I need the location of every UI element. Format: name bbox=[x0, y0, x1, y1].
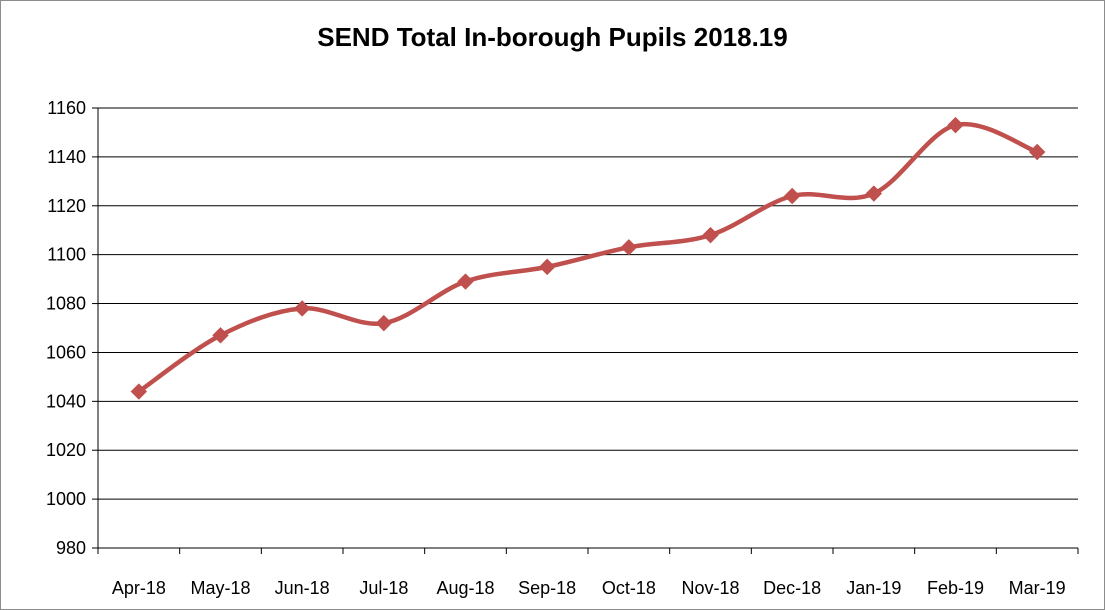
x-tick-label: May-18 bbox=[190, 578, 250, 598]
data-point-marker bbox=[783, 187, 801, 205]
gridlines bbox=[98, 107, 1078, 500]
x-tick-label: Mar-19 bbox=[1009, 578, 1066, 598]
x-axis-ticks: Apr-18 May-18 Jun-18 Jul-18 Aug-18 Sep-18 Oct-… bbox=[97, 548, 1079, 598]
y-tick-label: 1040 bbox=[46, 391, 86, 411]
y-tick-label: 1140 bbox=[47, 147, 86, 167]
x-tick-label: Jan-19 bbox=[846, 578, 901, 598]
y-tick-label: 1160 bbox=[47, 98, 86, 118]
y-tick-label: 1020 bbox=[46, 440, 86, 460]
data-point-marker bbox=[702, 226, 719, 244]
x-tick-label: Sep-18 bbox=[518, 578, 576, 598]
x-tick-label: Nov-18 bbox=[681, 578, 739, 598]
x-tick-label: Jul-18 bbox=[359, 578, 408, 598]
data-point-marker bbox=[212, 327, 229, 344]
data-point-marker bbox=[457, 273, 474, 290]
data-point-marker bbox=[1028, 143, 1046, 161]
x-tick-label: Jun-18 bbox=[275, 578, 330, 598]
x-tick-label: Aug-18 bbox=[436, 578, 494, 598]
x-tick-label: Feb-19 bbox=[927, 578, 984, 598]
data-point-marker bbox=[947, 116, 964, 134]
x-tick-label: Dec-18 bbox=[763, 578, 821, 598]
y-tick-label: 1000 bbox=[46, 489, 86, 509]
x-tick-label: Oct-18 bbox=[602, 578, 656, 598]
y-tick-label: 1080 bbox=[46, 294, 86, 314]
data-point-marker bbox=[620, 239, 638, 256]
y-tick-label: 1060 bbox=[46, 342, 86, 362]
data-point-marker bbox=[865, 185, 883, 202]
series-markers bbox=[130, 116, 1046, 400]
data-point-marker bbox=[130, 383, 148, 400]
y-tick-label: 1100 bbox=[47, 245, 86, 265]
data-point-marker bbox=[538, 258, 556, 276]
axes bbox=[97, 108, 1078, 549]
series-line bbox=[136, 121, 1040, 394]
y-tick-label: 980 bbox=[56, 538, 86, 558]
x-tick-label: Apr-18 bbox=[112, 578, 166, 598]
data-point-marker bbox=[375, 314, 393, 332]
data-point-marker bbox=[293, 300, 311, 317]
chart-title: SEND Total In-borough Pupils 2018.19 bbox=[317, 22, 788, 52]
y-axis-ticks: 980 1000 1020 1040 1060 1080 1100 1120 1140 1160 bbox=[46, 98, 98, 558]
y-tick-label: 1120 bbox=[47, 196, 86, 216]
